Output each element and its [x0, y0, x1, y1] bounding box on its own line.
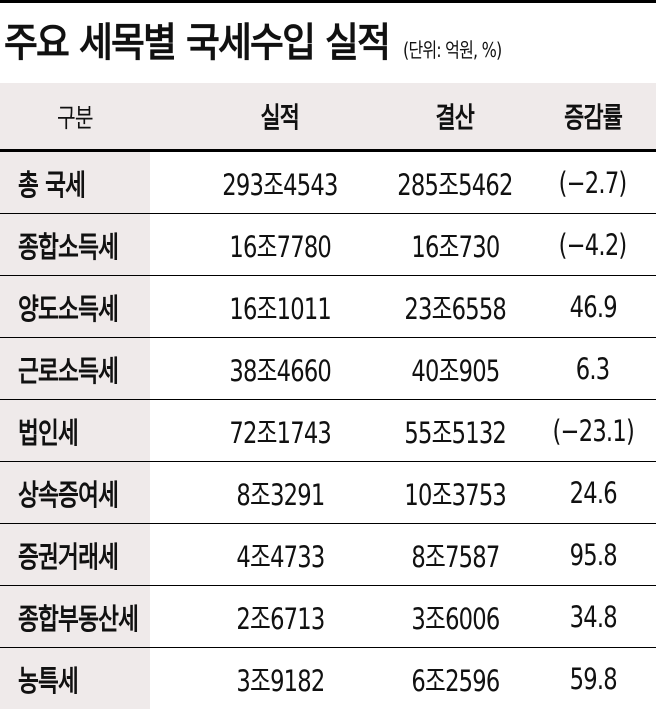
header-settlement-label: 결산 — [435, 101, 475, 134]
row-label: 종합부동산세 — [0, 586, 150, 647]
settlement-cell: 23조6558 — [355, 276, 555, 337]
row-label: 양도소득세 — [0, 276, 150, 337]
change-cell: (−4.2) — [530, 214, 656, 275]
change-cell: 46.9 — [530, 276, 656, 337]
actual-cell: 2조6713 — [180, 586, 380, 647]
actual-cell: 293조4543 — [180, 152, 380, 213]
table-header: 구분 실적 결산 증감률 — [0, 83, 656, 152]
row-label-text: 증권거래세 — [18, 539, 119, 574]
settlement-cell: 40조905 — [355, 338, 555, 399]
table-row: 법인세 72조1743 55조5132 (−23.1) — [0, 400, 656, 462]
change-cell-text: 59.8 — [569, 661, 617, 696]
header-change: 증감률 — [530, 83, 656, 149]
row-label-text: 양도소득세 — [18, 291, 119, 326]
actual-cell-text: 16조1011 — [229, 291, 331, 326]
change-cell-text: 46.9 — [569, 289, 617, 324]
row-label-text: 근로소득세 — [18, 353, 119, 388]
table-row: 종합소득세 16조7780 16조730 (−4.2) — [0, 214, 656, 276]
actual-cell-text: 2조6713 — [235, 601, 325, 636]
header-settlement: 결산 — [355, 83, 555, 149]
row-label: 총 국세 — [0, 152, 150, 213]
actual-cell-text: 16조7780 — [229, 229, 331, 264]
row-label: 근로소득세 — [0, 338, 150, 399]
row-label: 농특세 — [0, 648, 150, 709]
row-label: 증권거래세 — [0, 524, 150, 585]
actual-cell-text: 3조9182 — [235, 663, 325, 698]
actual-cell: 38조4660 — [180, 338, 380, 399]
row-label-text: 종합부동산세 — [18, 601, 139, 636]
actual-cell: 16조7780 — [180, 214, 380, 275]
table-row: 종합부동산세 2조6713 3조6006 34.8 — [0, 586, 656, 648]
settlement-cell: 16조730 — [355, 214, 555, 275]
actual-cell-text: 38조4660 — [229, 353, 331, 388]
settlement-cell-text: 6조2596 — [410, 663, 500, 698]
settlement-cell: 6조2596 — [355, 648, 555, 709]
settlement-cell-text: 16조730 — [410, 229, 500, 264]
title-block: 주요 세목별 국세수입 실적 (단위: 억원, %) — [4, 10, 526, 68]
change-cell: 6.3 — [530, 338, 656, 399]
change-cell: 95.8 — [530, 524, 656, 585]
row-label-text: 종합소득세 — [18, 229, 119, 264]
change-cell-text: (−4.2) — [559, 227, 628, 262]
change-cell: 24.6 — [530, 462, 656, 523]
actual-cell: 4조4733 — [180, 524, 380, 585]
settlement-cell-text: 40조905 — [410, 353, 500, 388]
settlement-cell-text: 8조7587 — [410, 539, 500, 574]
actual-cell-text: 4조4733 — [235, 539, 325, 574]
row-label: 법인세 — [0, 400, 150, 461]
settlement-cell: 10조3753 — [355, 462, 555, 523]
table-row: 근로소득세 38조4660 40조905 6.3 — [0, 338, 656, 400]
table-title: 주요 세목별 국세수입 실적 — [4, 20, 391, 66]
unit-note: (단위: 억원, %) — [402, 38, 502, 62]
table-row: 증권거래세 4조4733 8조7587 95.8 — [0, 524, 656, 586]
table-row: 양도소득세 16조1011 23조6558 46.9 — [0, 276, 656, 338]
table-row: 농특세 3조9182 6조2596 59.8 — [0, 648, 656, 709]
table-body: 총 국세 293조4543 285조5462 (−2.7) 종합소득세 16조7780 16… — [0, 152, 656, 709]
change-cell-text: 24.6 — [569, 475, 617, 510]
row-label: 종합소득세 — [0, 214, 150, 275]
settlement-cell: 8조7587 — [355, 524, 555, 585]
settlement-cell-text: 285조5462 — [397, 167, 513, 202]
actual-cell: 16조1011 — [180, 276, 380, 337]
change-cell-text: 6.3 — [576, 351, 610, 386]
change-cell: 34.8 — [530, 586, 656, 647]
header-category-label: 구분 — [57, 103, 94, 134]
row-label: 상속증여세 — [0, 462, 150, 523]
change-cell-text: (−2.7) — [559, 165, 628, 200]
header-actual-label: 실적 — [260, 101, 300, 134]
row-label-text: 상속증여세 — [18, 477, 119, 512]
actual-cell: 8조3291 — [180, 462, 380, 523]
table-row: 상속증여세 8조3291 10조3753 24.6 — [0, 462, 656, 524]
change-cell: (−23.1) — [530, 400, 656, 461]
row-label-text: 법인세 — [18, 415, 79, 450]
settlement-cell-text: 55조5132 — [404, 415, 506, 450]
table-row: 총 국세 293조4543 285조5462 (−2.7) — [0, 152, 656, 214]
change-cell-text: (−23.1) — [552, 413, 634, 448]
actual-cell-text: 293조4543 — [222, 167, 338, 202]
change-cell-text: 34.8 — [569, 599, 617, 634]
row-label-text: 총 국세 — [18, 167, 86, 202]
settlement-cell-text: 23조6558 — [404, 291, 506, 326]
header-category: 구분 — [0, 83, 150, 149]
actual-cell: 72조1743 — [180, 400, 380, 461]
settlement-cell: 3조6006 — [355, 586, 555, 647]
settlement-cell-text: 3조6006 — [410, 601, 500, 636]
settlement-cell: 55조5132 — [355, 400, 555, 461]
top-rule — [0, 0, 656, 3]
change-cell-text: 95.8 — [569, 537, 617, 572]
row-label-text: 농특세 — [18, 663, 79, 698]
actual-cell: 3조9182 — [180, 648, 380, 709]
settlement-cell: 285조5462 — [355, 152, 555, 213]
actual-cell-text: 8조3291 — [235, 477, 325, 512]
change-cell: 59.8 — [530, 648, 656, 709]
change-cell: (−2.7) — [530, 152, 656, 213]
header-actual: 실적 — [180, 83, 380, 149]
actual-cell-text: 72조1743 — [229, 415, 331, 450]
header-change-label: 증감률 — [564, 101, 623, 134]
settlement-cell-text: 10조3753 — [404, 477, 506, 512]
